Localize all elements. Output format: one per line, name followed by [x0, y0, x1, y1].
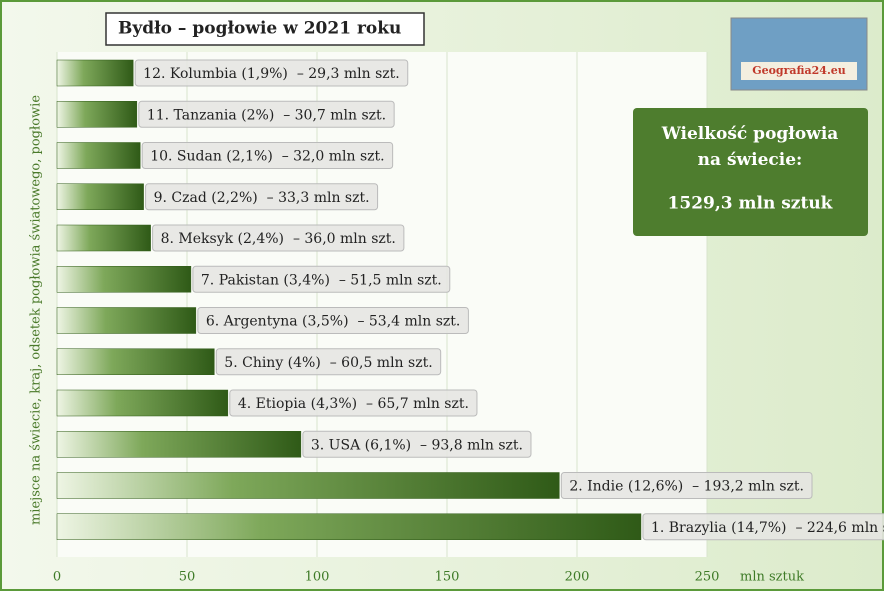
x-tick-label: 200 — [565, 570, 590, 585]
logo-text: Geografia24.eu — [752, 64, 846, 77]
bar — [56, 142, 141, 169]
x-tick-label: 50 — [179, 570, 196, 585]
bar-label: 5. Chiny (4%) – 60,5 mln szt. — [224, 355, 432, 371]
info-value: 1529,3 mln sztuk — [668, 194, 834, 214]
category-label: 8. Meksyk (2,4%) — [161, 231, 284, 247]
bar — [56, 59, 134, 87]
bar-label: 1. Brazylia (14,7%) – 224,6 mln szt. — [651, 520, 884, 536]
bar-label: 3. USA (6,1%) – 93,8 mln szt. — [311, 437, 523, 453]
category-label: 4. Etiopia (4,3%) — [238, 396, 357, 412]
category-label: 6. Argentyna (3,5%) — [206, 314, 349, 330]
category-label: 9. Czad (2,2%) — [154, 190, 258, 206]
bar — [56, 431, 302, 458]
value-label: – 51,5 mln szt. — [339, 272, 442, 288]
label-box — [152, 224, 405, 252]
value-label: – 193,2 mln szt. — [692, 479, 804, 495]
bar — [56, 101, 138, 128]
info-title: Wielkość pogłowia na świecie: — [661, 124, 839, 170]
label-box — [197, 307, 469, 334]
bar — [56, 224, 151, 252]
bar-label: 11. Tanzania (2%) – 30,7 mln szt. — [147, 107, 386, 123]
chart-title: Bydło – pogłowie w 2021 roku — [118, 19, 401, 39]
x-tick-label: 250 — [695, 570, 720, 585]
label-box — [145, 183, 379, 211]
label-box — [192, 265, 451, 293]
bar-label: 6. Argentyna (3,5%) – 53,4 mln szt. — [206, 314, 461, 330]
bar — [56, 472, 560, 499]
label-box — [229, 389, 478, 417]
x-tick-label: 0 — [53, 570, 61, 585]
x-axis-label: mln sztuk — [740, 570, 804, 585]
label-box — [302, 430, 532, 458]
bar-label: 4. Etiopia (4,3%) – 65,7 mln szt. — [238, 396, 469, 412]
category-label: 7. Pakistan (3,4%) — [201, 272, 330, 288]
logo-band — [741, 62, 857, 80]
label-box — [141, 142, 394, 169]
value-label: – 32,0 mln szt. — [282, 149, 385, 165]
value-label: – 30,7 mln szt. — [283, 107, 386, 123]
value-label: – 29,3 mln szt. — [297, 66, 400, 82]
bar — [56, 266, 192, 293]
bar-label: 8. Meksyk (2,4%) – 36,0 mln szt. — [161, 231, 396, 247]
category-label: 11. Tanzania (2%) — [147, 107, 274, 123]
value-label: – 224,6 mln szt. — [795, 520, 884, 536]
bar — [56, 389, 229, 417]
value-label: – 33,3 mln szt. — [267, 190, 370, 206]
bar — [56, 183, 144, 210]
value-label: – 36,0 mln szt. — [293, 231, 396, 247]
category-label: 3. USA (6,1%) — [311, 437, 411, 453]
value-label: – 65,7 mln szt. — [366, 396, 469, 412]
bar-label: 12. Kolumbia (1,9%) – 29,3 mln szt. — [143, 66, 400, 82]
bar-label: 7. Pakistan (3,4%) – 51,5 mln szt. — [201, 272, 442, 288]
y-axis-label: miejsce na świecie, kraj, odsetek pogłow… — [29, 95, 44, 525]
bar — [56, 348, 215, 375]
category-label: 1. Brazylia (14,7%) — [651, 520, 787, 536]
category-label: 2. Indie (12,6%) — [569, 479, 683, 495]
label-box — [215, 348, 442, 376]
value-label: – 60,5 mln szt. — [330, 355, 433, 371]
info-box — [633, 108, 868, 236]
bar-label: 10. Sudan (2,1%) – 32,0 mln szt. — [150, 149, 384, 165]
category-label: 10. Sudan (2,1%) — [150, 149, 273, 165]
bar — [56, 513, 642, 540]
value-label: – 93,8 mln szt. — [420, 437, 523, 453]
label-box — [138, 100, 395, 128]
bar-label: 2. Indie (12,6%) – 193,2 mln szt. — [569, 479, 804, 495]
bar — [56, 307, 197, 334]
label-box — [134, 59, 409, 87]
x-tick-label: 100 — [305, 570, 330, 585]
label-box — [560, 472, 813, 499]
category-label: 5. Chiny (4%) — [224, 355, 321, 371]
bar-label: 9. Czad (2,2%) – 33,3 mln szt. — [154, 190, 370, 206]
value-label: – 53,4 mln szt. — [357, 314, 460, 330]
title-box — [105, 12, 425, 46]
category-label: 12. Kolumbia (1,9%) — [143, 66, 288, 82]
x-tick-label: 150 — [435, 570, 460, 585]
label-box — [642, 513, 884, 541]
